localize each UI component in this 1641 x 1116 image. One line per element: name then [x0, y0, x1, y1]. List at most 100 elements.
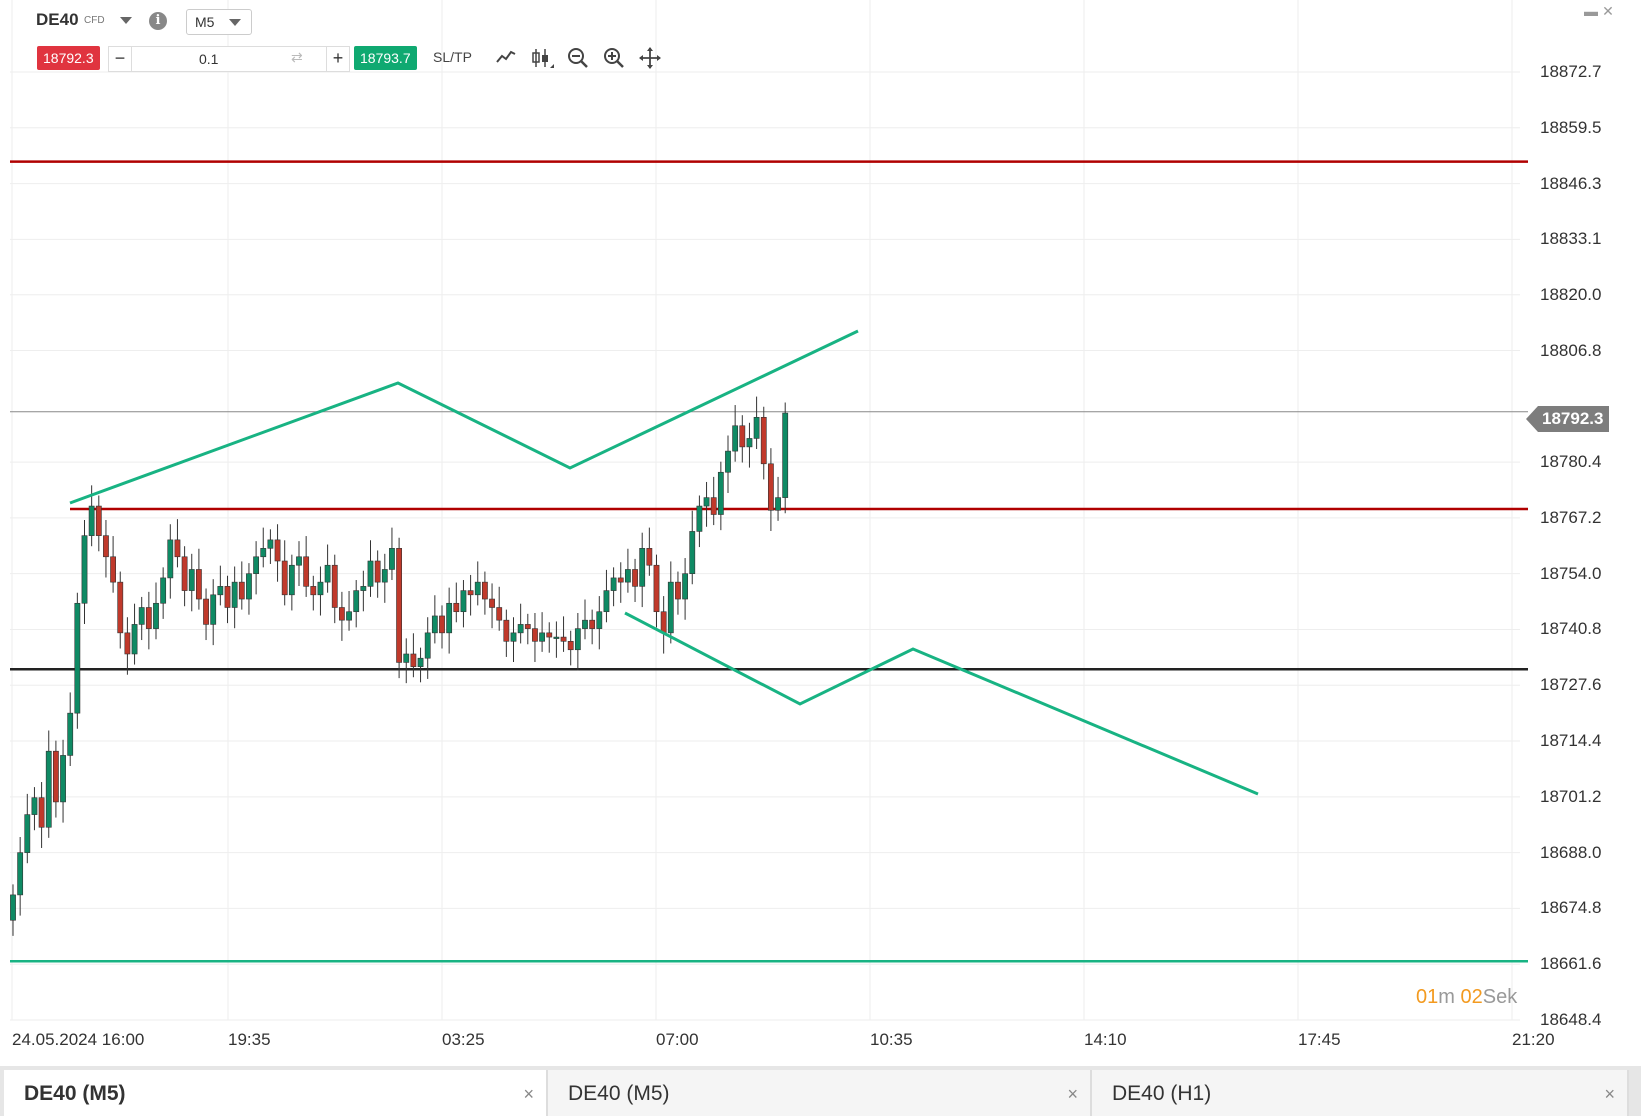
- quantity-value[interactable]: 0.1: [199, 51, 219, 67]
- candle-body: [267, 539, 274, 549]
- candle-body: [24, 814, 31, 853]
- projection-lines: [69, 329, 1259, 796]
- candle-body: [689, 531, 696, 574]
- price-axis-label: 18859.5: [1540, 117, 1602, 137]
- chart-tabs: DE40 (M5) × DE40 (M5) × DE40 (H1) ×: [0, 1066, 1641, 1116]
- candle-body: [510, 632, 517, 642]
- candle-body: [210, 594, 217, 625]
- candle-body: [203, 598, 209, 625]
- candle-body: [324, 564, 331, 583]
- countdown-minutes: 01: [1416, 986, 1439, 1008]
- tab-de40-h1[interactable]: DE40 (H1) ×: [1092, 1070, 1629, 1116]
- tab-de40-m5[interactable]: DE40 (M5) ×: [548, 1070, 1092, 1116]
- sell-price-button[interactable]: 18792.3: [37, 46, 100, 70]
- candle-body: [317, 581, 324, 596]
- symbol-name[interactable]: DE40: [36, 10, 79, 29]
- candle-body: [782, 412, 789, 498]
- price-axis-label: 18727.6: [1540, 675, 1602, 695]
- candle-body: [217, 586, 224, 596]
- decrease-quantity-button[interactable]: −: [109, 47, 132, 71]
- info-icon[interactable]: i: [149, 12, 167, 30]
- close-icon[interactable]: ×: [523, 1084, 534, 1104]
- candle-body: [103, 535, 109, 558]
- zoom-in-icon[interactable]: [602, 46, 626, 70]
- buy-price-button[interactable]: 18793.7: [354, 46, 417, 70]
- candle-body: [374, 560, 381, 583]
- timeframe-select[interactable]: M5: [186, 9, 252, 35]
- symbol-dropdown-icon[interactable]: [120, 17, 132, 24]
- close-icon[interactable]: ✕: [1602, 3, 1614, 19]
- candle-body: [753, 417, 760, 439]
- candle-body: [732, 425, 739, 452]
- candle-body: [260, 548, 267, 558]
- candle-body: [546, 632, 553, 638]
- candle-body: [539, 632, 545, 642]
- close-icon[interactable]: ×: [1604, 1084, 1615, 1104]
- price-chart[interactable]: [0, 0, 1641, 1066]
- countdown-seconds: 02: [1460, 986, 1483, 1008]
- candle-body: [381, 569, 388, 583]
- candle-body: [246, 573, 252, 600]
- current-price-tag: 18792.3: [1525, 406, 1610, 432]
- candle-body: [95, 505, 102, 536]
- horizontal-lines: [10, 160, 1528, 963]
- price-axis-label: 18714.4: [1540, 731, 1602, 751]
- price-axis-label: 18701.2: [1540, 786, 1602, 806]
- time-axis-label: 17:45: [1298, 1030, 1341, 1049]
- candle-body: [603, 590, 610, 613]
- candle-body: [496, 607, 503, 621]
- price-axis-label: 18806.8: [1540, 340, 1602, 360]
- candle-body: [582, 619, 588, 629]
- candle-body: [703, 497, 710, 507]
- swap-icon[interactable]: ⇄: [291, 49, 303, 65]
- zoom-out-icon[interactable]: [566, 46, 590, 70]
- candle-body: [760, 417, 767, 465]
- candle-body: [746, 438, 753, 448]
- candle-body: [717, 471, 724, 515]
- candle-body: [145, 607, 152, 629]
- candle-body: [460, 590, 467, 613]
- candle-body: [238, 581, 245, 600]
- candlestick-icon[interactable]: [530, 46, 554, 70]
- candle-body: [639, 548, 646, 587]
- tab-de40-m5-active[interactable]: DE40 (M5) ×: [4, 1070, 548, 1116]
- close-icon[interactable]: ×: [1067, 1084, 1078, 1104]
- candle-body: [410, 653, 417, 667]
- candles: [10, 396, 789, 936]
- price-axis-label: 18740.8: [1540, 619, 1602, 639]
- bearish-projection-line: [624, 611, 1259, 796]
- bullish-projection-line: [69, 329, 859, 505]
- price-axis-label: 18846.3: [1540, 173, 1602, 193]
- candle-body: [553, 636, 560, 639]
- candle-body: [453, 602, 460, 613]
- candle-body: [110, 556, 116, 583]
- candle-body: [138, 607, 145, 625]
- minimize-icon[interactable]: ▬: [1584, 3, 1598, 19]
- price-axis-label: 18872.7: [1540, 62, 1602, 81]
- candle-body: [124, 632, 131, 655]
- sltp-button[interactable]: SL/TP: [433, 49, 472, 65]
- candle-body: [188, 569, 195, 591]
- candle-body: [725, 450, 731, 473]
- candle-body: [767, 463, 774, 511]
- candle-body: [667, 581, 674, 634]
- line-chart-icon[interactable]: [494, 46, 518, 70]
- price-axis-label: 18688.0: [1540, 842, 1602, 862]
- candle-body: [274, 539, 281, 562]
- candle-body: [60, 755, 66, 803]
- candle-body: [131, 624, 138, 655]
- candle-body: [632, 569, 638, 587]
- price-axis-label: 18820.0: [1540, 284, 1602, 304]
- quantity-stepper[interactable]: − 0.1 ⇄ +: [108, 46, 350, 72]
- chevron-down-icon: [229, 19, 241, 26]
- candle-body: [446, 602, 453, 634]
- candle-body: [775, 497, 781, 511]
- increase-quantity-button[interactable]: +: [326, 47, 349, 71]
- candle-body: [74, 602, 81, 714]
- candle-body: [596, 611, 603, 629]
- candle-body: [288, 564, 295, 596]
- candle-body: [153, 602, 159, 629]
- candle-body: [696, 505, 703, 532]
- candle-body: [574, 628, 581, 651]
- crosshair-icon[interactable]: [638, 46, 662, 70]
